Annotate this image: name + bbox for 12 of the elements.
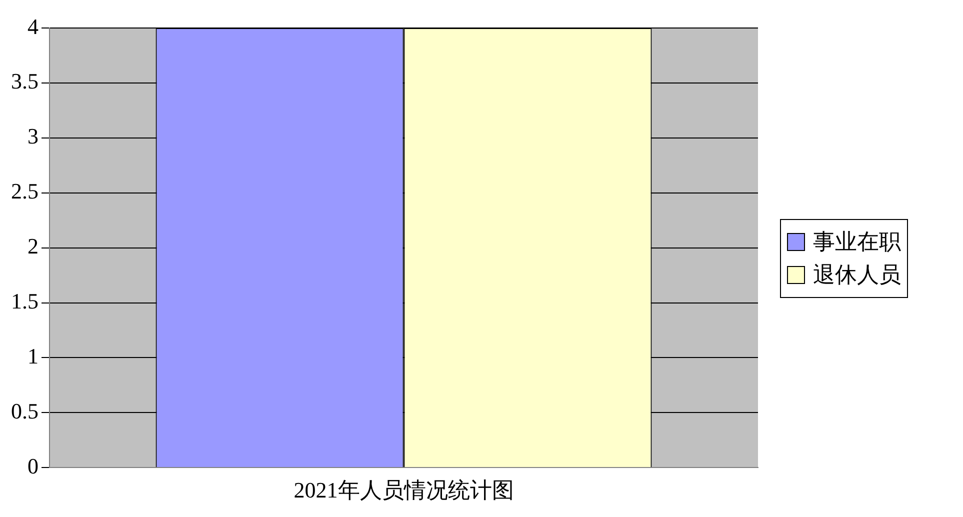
y-tick-label: 4 [28,14,38,39]
y-tick-label: 1 [28,343,38,368]
text: 退休人员 [813,260,901,288]
y-tick-label: 0 [28,453,38,478]
y-tick-label: 3.5 [11,68,38,94]
y-tick-label: 2.5 [11,178,38,204]
legend-label: 事业在职 [813,228,901,256]
y-tick-label: 3 [28,124,38,149]
y-tick-label: 1.5 [11,288,38,314]
y-tick-label: 0.5 [11,398,38,424]
x-tick-label: 2021年人员情况统计图 [294,478,514,503]
y-tick-label: 2 [28,234,38,259]
